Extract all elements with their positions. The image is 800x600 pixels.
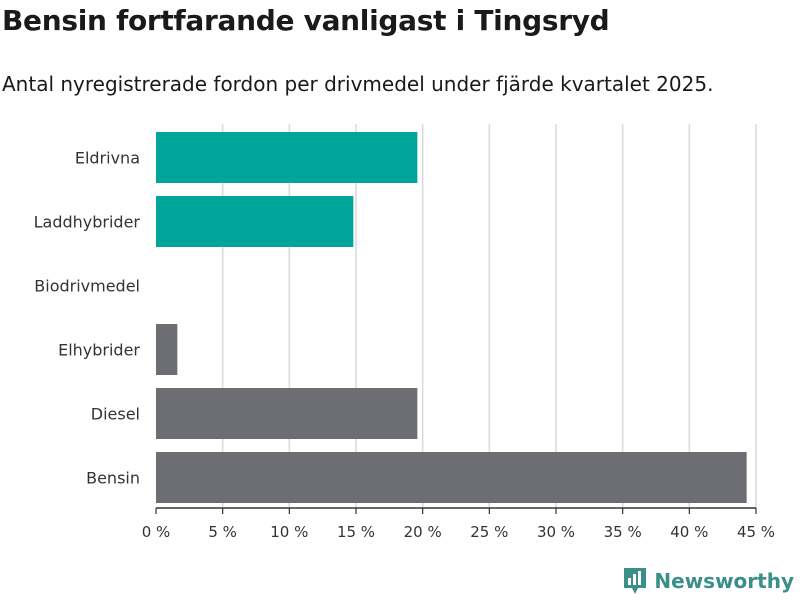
bar-eldrivna	[156, 132, 418, 183]
x-tick-label: 15 %	[337, 523, 375, 541]
bar-elhybrider	[156, 324, 178, 375]
newsworthy-logo: Newsworthy	[622, 566, 794, 596]
x-tick-label: 40 %	[670, 523, 708, 541]
x-tick-label: 25 %	[470, 523, 508, 541]
chart-subtitle: Antal nyregistrerade fordon per drivmede…	[2, 72, 714, 96]
x-tick-label: 0 %	[142, 523, 171, 541]
category-label: Bensin	[86, 469, 140, 488]
category-label: Eldrivna	[75, 149, 140, 168]
x-tick-label: 45 %	[737, 523, 775, 541]
newsworthy-logo-icon	[624, 568, 647, 594]
bar-laddhybrider	[156, 196, 354, 247]
category-label: Elhybrider	[58, 341, 140, 360]
category-label: Biodrivmedel	[34, 277, 140, 296]
x-tick-label: 20 %	[404, 523, 442, 541]
bar-diesel	[156, 388, 418, 439]
category-label: Diesel	[91, 405, 140, 424]
x-tick-label: 5 %	[208, 523, 237, 541]
category-label: Laddhybrider	[34, 213, 141, 232]
newsworthy-logo-text: Newsworthy	[654, 569, 794, 593]
chart-title: Bensin fortfarande vanligast i Tingsryd	[2, 4, 610, 37]
x-tick-label: 10 %	[270, 523, 308, 541]
x-tick-label: 35 %	[604, 523, 642, 541]
bar-bensin	[156, 452, 747, 503]
x-tick-label: 30 %	[537, 523, 575, 541]
